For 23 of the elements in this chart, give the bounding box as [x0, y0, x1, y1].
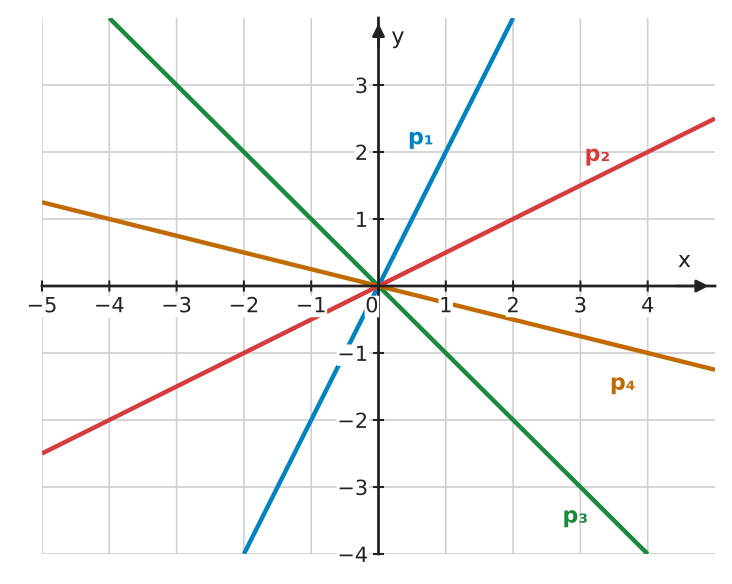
series-label: p₁: [410, 132, 432, 149]
x-tick-label: 1: [441, 297, 451, 312]
x-tick-label: 0: [366, 296, 378, 313]
x-tick-label: 2: [508, 296, 518, 312]
y-tick-label: −2: [340, 412, 366, 428]
y-tick-label: −3: [340, 479, 366, 496]
x-tick-label: 4: [642, 297, 654, 312]
x-tick-label: −3: [163, 296, 190, 313]
y-tick-label: 3: [356, 77, 366, 94]
series-label: p₄: [612, 377, 635, 394]
series-label: p₂: [586, 148, 609, 166]
series-label: p₃: [564, 510, 587, 528]
x-axis-title: x: [678, 254, 690, 268]
x-tick-label: −1: [298, 297, 325, 312]
y-tick-label: −4: [340, 546, 367, 562]
y-tick-label: 2: [356, 144, 366, 160]
x-tick-label: −2: [230, 296, 258, 312]
y-axis-title: y: [392, 31, 404, 48]
x-tick-label: 3: [575, 296, 586, 313]
x-tick-label: −5: [28, 297, 56, 313]
x-tick-label: −4: [96, 297, 124, 312]
y-tick-label: 1: [357, 212, 366, 227]
y-tick-label: −1: [340, 346, 366, 361]
